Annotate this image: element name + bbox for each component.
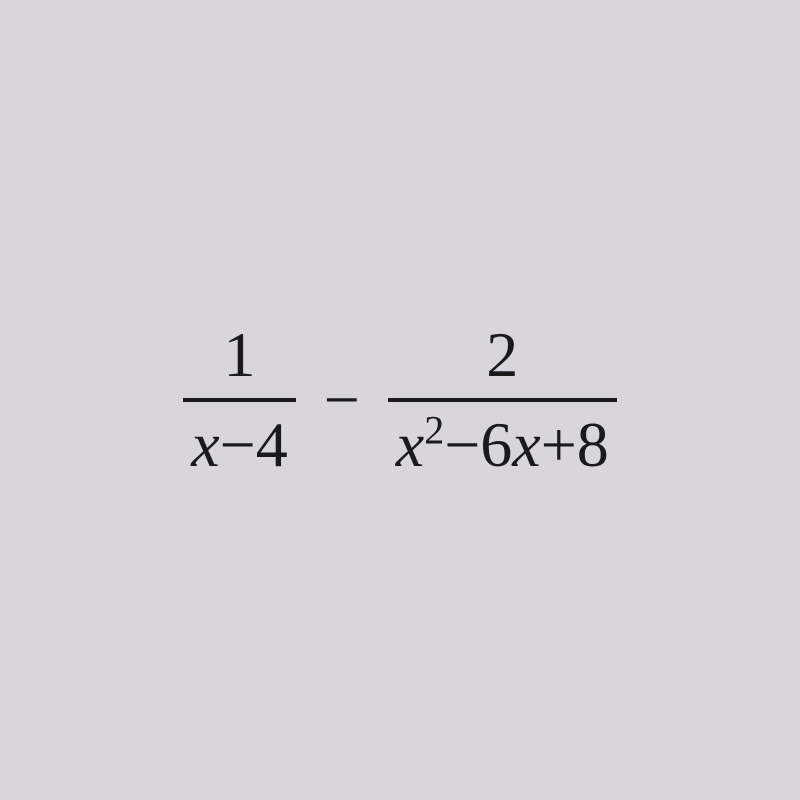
left-numerator: 1 [215,318,263,398]
numerator-value: 1 [223,319,255,390]
right-fraction: 2 x2−6x+8 [388,318,617,482]
variable-x: x [396,409,424,480]
minus-op: − [444,409,480,480]
coefficient: 6 [480,409,512,480]
plus-op: + [541,409,577,480]
variable-x: x [512,409,540,480]
constant: 8 [577,409,609,480]
numerator-value: 2 [486,319,518,390]
exponent: 2 [424,408,444,453]
right-numerator: 2 [478,318,526,398]
minus-op: − [220,409,256,480]
left-denominator: x−4 [183,402,296,482]
right-denominator: x2−6x+8 [388,402,617,482]
subtraction-operator: − [296,363,388,437]
constant: 4 [256,409,288,480]
math-expression: 1 x−4 − 2 x2−6x+8 [183,318,617,482]
variable-x: x [191,409,219,480]
left-fraction: 1 x−4 [183,318,296,482]
